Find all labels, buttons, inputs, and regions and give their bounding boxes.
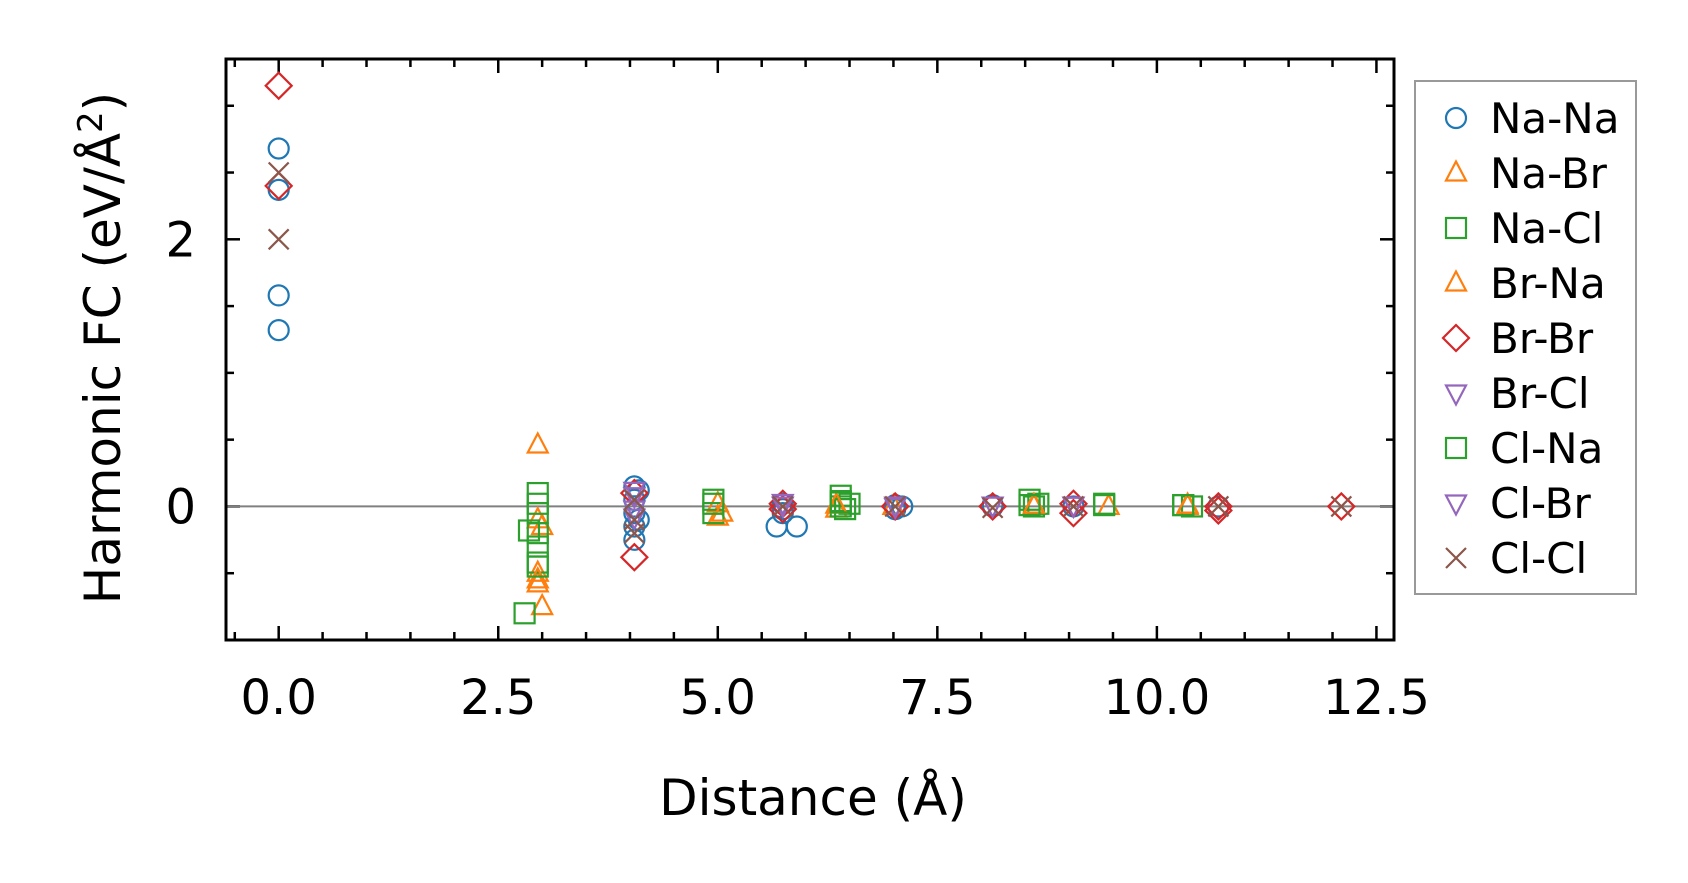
x-tick-label: 10.0 — [1103, 670, 1210, 726]
data-point — [622, 508, 647, 531]
data-point — [513, 602, 536, 625]
legend-item-na-br: Na-Br — [1444, 149, 1608, 198]
data-point — [1022, 495, 1046, 518]
legend-label: Br-Br — [1490, 314, 1594, 363]
series-cl-br — [622, 481, 1086, 531]
series-cl-na — [526, 491, 1195, 578]
data-point — [525, 559, 550, 582]
data-point — [623, 475, 646, 498]
data-point — [702, 492, 725, 515]
data-point — [525, 566, 550, 589]
y-tick-label: 2 — [165, 212, 196, 268]
plot-frame — [224, 57, 1396, 642]
data-point — [785, 515, 808, 538]
data-point — [1203, 491, 1233, 521]
data-point — [267, 161, 290, 184]
data-point — [526, 555, 549, 578]
data-points — [264, 71, 1356, 625]
legend-marker — [1444, 159, 1468, 182]
data-point — [883, 496, 908, 519]
data-point — [530, 592, 554, 616]
data-point — [829, 491, 852, 514]
legend-marker — [1444, 494, 1468, 517]
legend-label: Cl-Na — [1490, 424, 1603, 473]
data-point — [710, 499, 735, 522]
y-tick-label: 0 — [165, 479, 196, 535]
legend-label: Na-Cl — [1490, 204, 1603, 253]
data-point — [770, 496, 795, 519]
x-tick-label: 2.5 — [460, 670, 536, 726]
legend-item-cl-cl: Cl-Cl — [1445, 534, 1587, 583]
legend-label: Br-Cl — [1490, 369, 1590, 418]
legend-label: Na-Na — [1490, 94, 1619, 143]
y-axis-label: Harmonic FC (eV/Å2) — [71, 92, 132, 604]
legend-item-cl-na: Cl-Na — [1444, 424, 1603, 473]
data-point — [884, 495, 906, 518]
x-tick-label: 0.0 — [241, 670, 317, 726]
legend-marker — [1444, 216, 1468, 240]
data-point — [517, 519, 541, 542]
y-axis-label-main: Harmonic FC (eV/Å — [74, 133, 132, 604]
data-point — [525, 431, 550, 454]
legend-marker — [1444, 269, 1468, 292]
data-point — [1018, 494, 1041, 517]
data-point — [1330, 495, 1353, 518]
legend-item-br-br: Br-Br — [1441, 314, 1594, 363]
x-tick-label: 12.5 — [1323, 670, 1430, 726]
data-point — [981, 496, 1004, 519]
legend-label: Cl-Cl — [1490, 534, 1587, 583]
data-point — [623, 522, 646, 544]
data-point — [770, 493, 795, 517]
data-point — [1326, 491, 1356, 521]
data-point — [771, 495, 794, 518]
x-axis-label: Distance (Å) — [659, 769, 967, 827]
legend-label: Br-Na — [1490, 259, 1606, 308]
data-point — [267, 319, 290, 342]
legend-item-na-cl: Na-Cl — [1444, 204, 1603, 253]
data-point — [1061, 496, 1086, 519]
data-point — [619, 542, 649, 572]
legend-label: Cl-Br — [1490, 479, 1591, 528]
legend-marker — [1444, 436, 1468, 460]
legend-marker — [1445, 547, 1467, 569]
data-point — [1203, 495, 1233, 525]
data-point — [1172, 494, 1195, 517]
legend-marker — [1444, 384, 1468, 407]
series-cl-cl — [267, 161, 1353, 544]
legend-item-br-na: Br-Na — [1444, 259, 1606, 308]
data-point — [834, 498, 857, 521]
x-tick-label: 5.0 — [680, 670, 756, 726]
data-point — [1058, 498, 1089, 528]
data-point — [980, 496, 1005, 519]
data-point — [267, 284, 290, 307]
data-point — [623, 515, 646, 538]
axis-tick-labels: 0.0 2.5 5.0 7.5 10.0 12.5 0 2 — [165, 212, 1429, 726]
data-point — [526, 522, 549, 545]
data-point — [623, 488, 646, 511]
data-point — [1062, 495, 1085, 518]
data-point — [891, 495, 914, 518]
data-point — [264, 71, 294, 101]
y-axis-label-close: ) — [74, 92, 132, 112]
data-point — [622, 481, 647, 505]
legend-marker — [1444, 106, 1468, 130]
data-point — [622, 487, 647, 510]
legend-item-na-na: Na-Na — [1444, 94, 1619, 143]
data-point — [267, 137, 290, 160]
data-point — [768, 494, 798, 524]
data-point — [1207, 495, 1230, 518]
data-point — [267, 228, 290, 251]
legend-item-cl-br: Cl-Br — [1444, 479, 1591, 528]
legend-marker — [1441, 323, 1471, 353]
x-tick-label: 7.5 — [899, 670, 975, 726]
data-point — [1093, 494, 1116, 517]
y-axis-label-superscript: 2 — [71, 111, 111, 133]
legend-label: Na-Br — [1490, 149, 1608, 198]
data-point — [525, 570, 550, 593]
legend: Na-Na Na-Br Na-Cl Br-Na Br-Br Br-Cl Cl-Na Cl-Br… — [1414, 80, 1637, 595]
data-point — [838, 492, 861, 515]
legend-item-br-cl: Br-Cl — [1444, 369, 1590, 418]
